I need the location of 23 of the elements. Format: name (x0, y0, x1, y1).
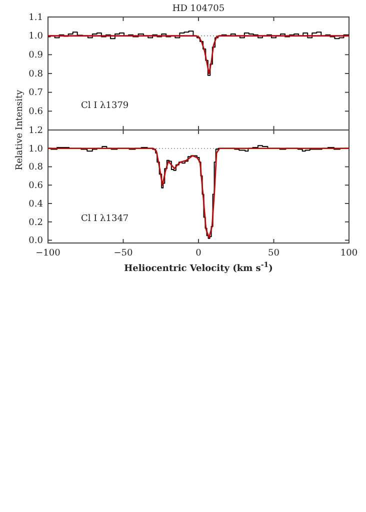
y-axis-title: Relative Intensity (15, 88, 25, 170)
y-tick-label: 0.4 (28, 199, 44, 210)
y-tick-label: 0.7 (28, 88, 44, 98)
annotation: Cl I λ1347 (81, 214, 129, 224)
chart-title: HD 104705 (172, 4, 225, 14)
x-tick-label: 100 (340, 248, 358, 258)
x-axis-title: Heliocentric Velocity (km s$^{-1}$) (124, 260, 273, 274)
y-tick-label: 0.2 (28, 218, 43, 228)
x-tick-label: 50 (268, 248, 280, 258)
annotation: Cl I λ1379 (81, 101, 129, 111)
x-tick-label: 0 (196, 248, 202, 258)
y-tick-label: 0.8 (28, 69, 44, 80)
y-tick-label: 1.0 (28, 144, 44, 154)
y-tick-label: 1.2 (28, 126, 43, 136)
y-tick-label: 0.8 (28, 162, 44, 173)
x-tick-label: −50 (114, 248, 134, 258)
y-tick-label: 0.6 (28, 107, 44, 118)
y-tick-label: 1.1 (28, 12, 43, 23)
y-tick-label: 0.0 (28, 236, 44, 246)
y-tick-label: 0.6 (28, 181, 44, 191)
x-tick-label: −100 (36, 248, 61, 258)
y-tick-label: 1.0 (28, 32, 44, 42)
y-tick-label: 0.9 (28, 50, 44, 61)
